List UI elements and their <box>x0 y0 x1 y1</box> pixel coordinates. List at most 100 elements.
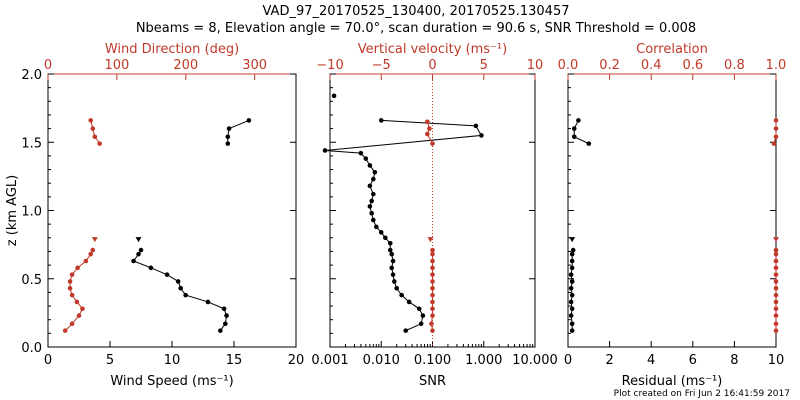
top-tick-label: −10 <box>316 58 343 73</box>
x-tick-label: 10 <box>164 353 181 368</box>
top-tick-label: 300 <box>242 58 267 73</box>
vertical-velocity-point <box>430 265 435 271</box>
vertical-velocity-line <box>426 121 433 144</box>
snr-point <box>387 247 393 253</box>
residual-point <box>568 272 574 277</box>
wind-direction-point <box>83 258 89 264</box>
wind-speed-point <box>225 134 231 140</box>
correlation-point <box>773 321 779 327</box>
wind-direction-triangle-marker <box>91 237 98 243</box>
residual-line <box>573 120 590 145</box>
top-tick-label: −5 <box>372 58 391 73</box>
correlation-triangle-marker <box>773 237 779 243</box>
snr-point <box>367 163 373 168</box>
top-axis-title: Wind Direction (deg) <box>105 42 239 57</box>
wind-speed-point <box>131 258 136 264</box>
wind-direction-point <box>69 321 75 327</box>
correlation-point <box>773 272 779 277</box>
snr-point <box>363 156 369 161</box>
snr-point <box>371 217 376 223</box>
snr-point <box>358 150 364 156</box>
snr-point <box>383 235 388 241</box>
wind-direction-point <box>90 126 96 131</box>
y-axis-title: z (km AGL) <box>5 175 20 246</box>
snr-point <box>372 169 378 175</box>
top-tick-label: 10 <box>527 58 544 73</box>
vertical-velocity-point <box>430 286 435 291</box>
residual-point <box>569 306 575 312</box>
residual-point <box>569 321 575 327</box>
residual-point <box>570 247 576 253</box>
x-tick-label: 6 <box>689 353 697 368</box>
correlation-point <box>773 279 779 284</box>
correlation-line <box>773 120 777 144</box>
wind-speed-point <box>223 321 228 327</box>
top-tick-label: 0 <box>428 58 436 73</box>
wind-speed-point <box>205 299 211 305</box>
wind-speed-point <box>218 328 223 333</box>
top-tick-label: 0.0 <box>558 58 579 73</box>
x-tick-label: 0 <box>564 353 572 368</box>
top-tick-label: 0.8 <box>724 58 745 73</box>
correlation-point <box>773 118 779 123</box>
correlation-point <box>773 286 779 291</box>
snr-point <box>371 191 376 197</box>
wind-speed-point <box>183 292 188 298</box>
x-tick-label: 0 <box>44 353 52 368</box>
wind-direction-point <box>92 134 98 140</box>
snr-point <box>369 210 374 216</box>
vertical-velocity-point <box>430 313 435 318</box>
x-tick-label: 0.010 <box>363 353 400 368</box>
vertical-velocity-point <box>430 141 435 146</box>
wind-direction-point <box>69 292 75 298</box>
top-tick-label: 0.4 <box>641 58 662 73</box>
correlation-point <box>773 126 779 131</box>
correlation-point <box>773 313 779 318</box>
wind-direction-point <box>88 251 94 257</box>
top-tick-label: 200 <box>173 58 198 73</box>
residual-point <box>571 126 577 131</box>
wind-direction-point <box>67 279 73 284</box>
correlation-point <box>773 258 779 264</box>
residual-point <box>568 299 574 305</box>
wind-speed-point <box>178 286 183 291</box>
snr-point <box>418 321 424 327</box>
correlation-point <box>773 292 779 298</box>
wind-speed-point <box>246 118 252 123</box>
vertical-velocity-point <box>430 258 435 264</box>
correlation-point <box>773 299 779 305</box>
snr-point <box>390 272 396 277</box>
residual-point <box>569 279 575 284</box>
x-tick-label: 1.000 <box>465 353 502 368</box>
x-tick-label: 20 <box>288 353 305 368</box>
wind-direction-point <box>67 286 73 291</box>
correlation-point <box>771 141 777 146</box>
snr-point <box>389 251 395 257</box>
snr-point <box>416 306 422 312</box>
residual-point <box>586 141 592 146</box>
correlation-point <box>773 247 779 253</box>
top-axis-title: Correlation <box>636 42 708 57</box>
vertical-velocity-point <box>425 131 430 137</box>
residual-point <box>576 118 581 123</box>
wind-direction-point <box>75 265 80 271</box>
wind-direction-point <box>80 306 85 312</box>
wind-speed-point <box>221 306 227 312</box>
wind-speed-line <box>227 119 250 144</box>
wind-direction-line <box>90 120 101 144</box>
x-tick-label: 5 <box>106 353 114 368</box>
snr-point <box>420 313 426 318</box>
vertical-velocity-point <box>425 119 430 125</box>
x-axis-title: SNR <box>419 374 446 389</box>
vertical-velocity-point <box>427 126 432 131</box>
snr-line <box>324 119 483 332</box>
y-tick-label: 1.0 <box>21 205 42 220</box>
wind-speed-point <box>226 126 232 131</box>
top-tick-label: 0.2 <box>599 58 620 73</box>
residual-triangle-marker <box>569 237 576 243</box>
residual-point <box>568 313 574 318</box>
snr-point <box>369 198 374 204</box>
